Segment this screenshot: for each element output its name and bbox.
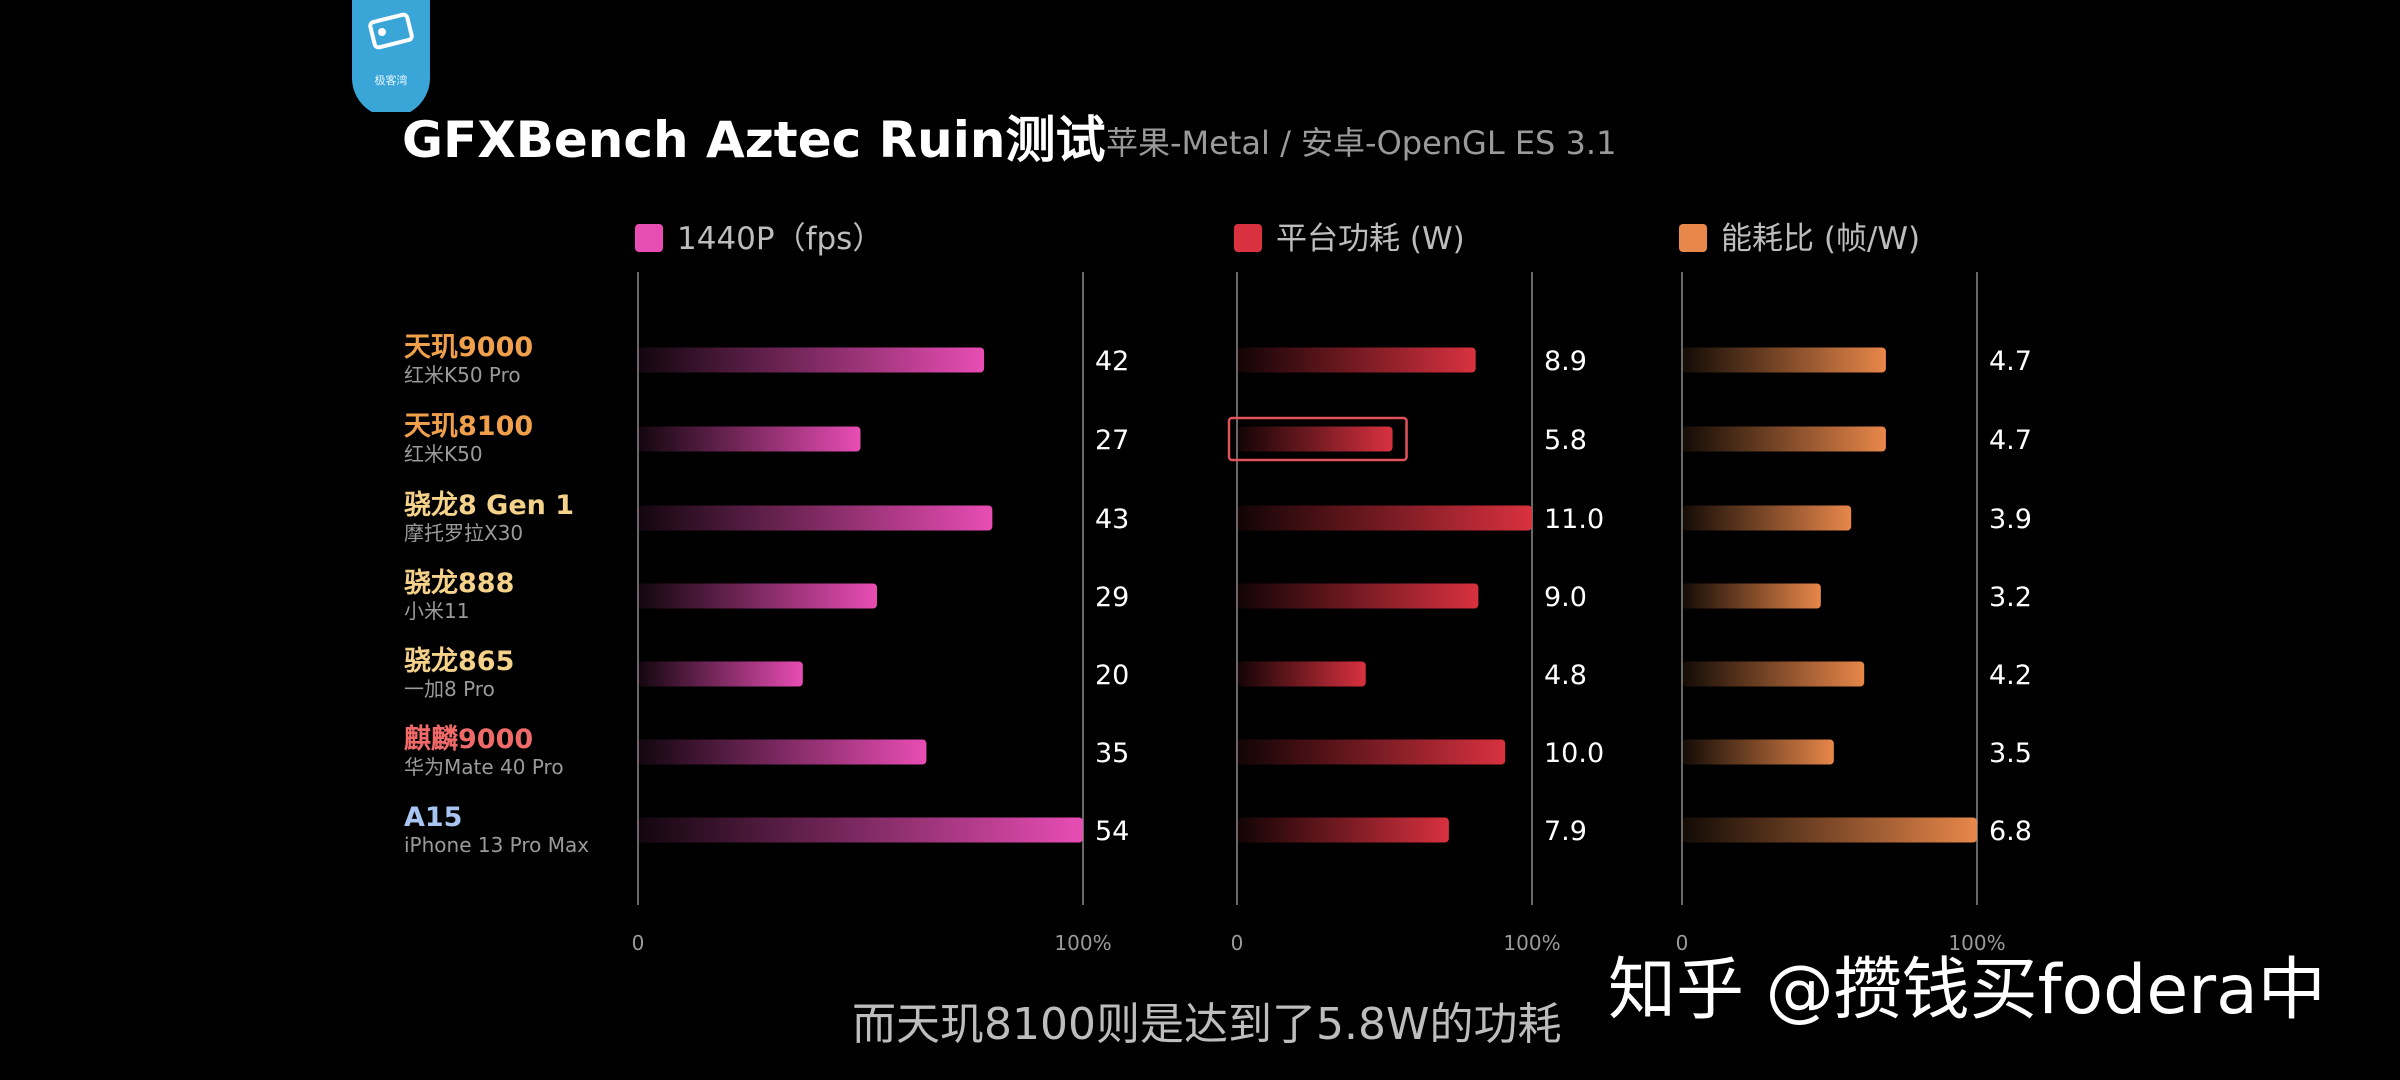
bar-s2-c3 (1682, 583, 1821, 609)
value-label-s2-c6: 6.8 (1989, 816, 2032, 847)
chart-subtitle: 苹果-Metal / 安卓-OpenGL ES 3.1 (1106, 124, 1617, 162)
category-chip-0: 天玑9000 (404, 332, 533, 363)
legend-swatch-2 (1679, 224, 1707, 252)
bar-s1-c1 (1237, 426, 1393, 452)
value-label-s0-c3: 29 (1095, 582, 1129, 613)
value-label-s0-c2: 43 (1095, 504, 1129, 535)
bar-s1-c6 (1237, 817, 1449, 843)
bar-s0-c3 (638, 583, 877, 609)
category-chip-2: 骁龙8 Gen 1 (404, 490, 574, 521)
bar-s1-c2 (1237, 505, 1532, 531)
video-caption: 而天玑8100则是达到了5.8W的功耗 (852, 999, 1562, 1050)
bar-s2-c0 (1682, 347, 1886, 373)
zhihu-watermark: 知乎 @攒钱买fodera中 (1608, 951, 2326, 1030)
axis-tick-max-2: 100% (1948, 931, 2005, 955)
legend-label-1: 平台功耗 (W) (1276, 221, 1465, 257)
legend-swatch-0 (635, 224, 663, 252)
bar-s1-c3 (1237, 583, 1479, 609)
bar-s2-c6 (1682, 817, 1977, 843)
value-label-s0-c6: 54 (1095, 816, 1129, 847)
value-label-s1-c0: 8.9 (1544, 346, 1587, 377)
value-label-s1-c5: 10.0 (1544, 738, 1604, 769)
bar-s2-c4 (1682, 661, 1865, 687)
value-label-s1-c6: 7.9 (1544, 816, 1587, 847)
category-phone-0: 红米K50 Pro (404, 363, 521, 387)
axis-tick-max-0: 100% (1054, 931, 1111, 955)
chart-title: GFXBench Aztec Ruin测试 (402, 111, 1106, 169)
axis-tick-min-0: 0 (632, 931, 645, 955)
value-label-s2-c4: 4.2 (1989, 660, 2032, 691)
value-label-s1-c1: 5.8 (1544, 425, 1587, 456)
legend-label-2: 能耗比 (帧/W) (1721, 221, 1920, 257)
bar-s0-c4 (638, 661, 803, 687)
channel-logo-badge: 极客湾 (352, 0, 430, 112)
value-label-s2-c0: 4.7 (1989, 346, 2032, 377)
axis-tick-max-1: 100% (1503, 931, 1560, 955)
category-chip-6: A15 (404, 802, 462, 833)
category-phone-2: 摩托罗拉X30 (404, 521, 523, 545)
category-phone-4: 一加8 Pro (404, 677, 495, 701)
axis-tick-min-1: 0 (1231, 931, 1244, 955)
value-label-s1-c2: 11.0 (1544, 504, 1604, 535)
category-chip-1: 天玑8100 (404, 411, 533, 442)
bar-s1-c5 (1237, 739, 1506, 765)
legend-label-0: 1440P（fps） (677, 221, 883, 257)
category-chip-4: 骁龙865 (404, 646, 514, 677)
bar-s0-c5 (638, 739, 927, 765)
bar-s0-c6 (638, 817, 1083, 843)
value-label-s2-c5: 3.5 (1989, 738, 2032, 769)
value-label-s0-c1: 27 (1095, 425, 1129, 456)
value-label-s2-c2: 3.9 (1989, 504, 2032, 535)
value-label-s0-c5: 35 (1095, 738, 1129, 769)
category-phone-3: 小米11 (404, 599, 469, 623)
category-phone-6: iPhone 13 Pro Max (404, 833, 589, 857)
bar-s2-c5 (1682, 739, 1834, 765)
value-label-s0-c4: 20 (1095, 660, 1129, 691)
category-phone-5: 华为Mate 40 Pro (404, 755, 564, 779)
bar-s2-c2 (1682, 505, 1852, 531)
bar-s2-c1 (1682, 426, 1886, 452)
bar-s1-c4 (1237, 661, 1366, 687)
logo-text: 极客湾 (375, 73, 408, 87)
category-chip-5: 麒麟9000 (404, 723, 533, 755)
bar-s0-c0 (638, 347, 985, 373)
bar-s0-c1 (638, 426, 861, 452)
bar-s1-c0 (1237, 347, 1476, 373)
category-chip-3: 骁龙888 (404, 568, 514, 599)
highlight-box (1227, 416, 1408, 462)
category-phone-1: 红米K50 (404, 442, 483, 466)
value-label-s1-c3: 9.0 (1544, 582, 1587, 613)
bar-s0-c2 (638, 505, 993, 531)
value-label-s2-c1: 4.7 (1989, 425, 2032, 456)
value-label-s0-c0: 42 (1095, 346, 1129, 377)
value-label-s2-c3: 3.2 (1989, 582, 2032, 613)
axis-tick-min-2: 0 (1676, 931, 1689, 955)
legend-swatch-1 (1234, 224, 1262, 252)
value-label-s1-c4: 4.8 (1544, 660, 1587, 691)
